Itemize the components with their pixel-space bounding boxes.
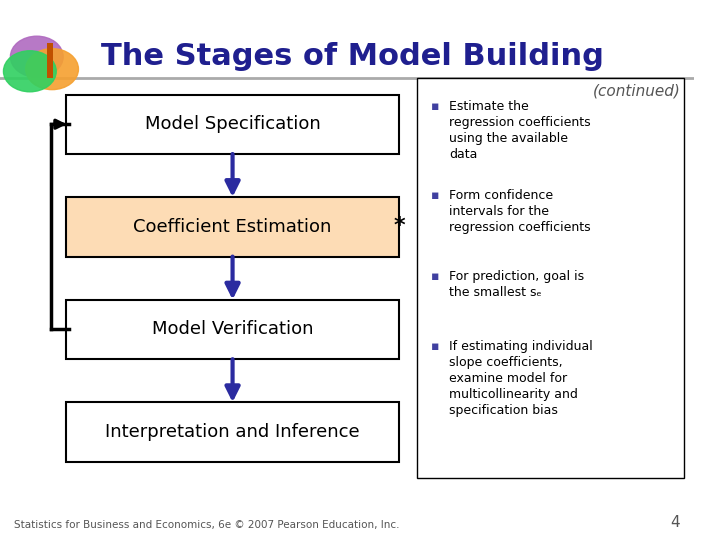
Text: Estimate the
regression coefficients
using the available
data: Estimate the regression coefficients usi…	[449, 100, 591, 161]
Text: *: *	[393, 215, 405, 236]
Text: Interpretation and Inference: Interpretation and Inference	[105, 423, 360, 441]
Text: Form confidence
intervals for the
regression coefficients: Form confidence intervals for the regres…	[449, 189, 591, 234]
Text: ▪: ▪	[431, 340, 439, 353]
Text: ▪: ▪	[431, 189, 439, 202]
Text: 4: 4	[671, 515, 680, 530]
FancyBboxPatch shape	[48, 43, 53, 78]
Circle shape	[4, 51, 56, 92]
Text: Coefficient Estimation: Coefficient Estimation	[133, 218, 332, 236]
Circle shape	[10, 36, 63, 77]
Text: ▪: ▪	[431, 270, 439, 283]
FancyBboxPatch shape	[66, 402, 399, 462]
Text: Model Specification: Model Specification	[145, 115, 320, 133]
FancyBboxPatch shape	[417, 78, 684, 478]
Circle shape	[26, 49, 78, 90]
Text: (continued): (continued)	[593, 84, 680, 99]
FancyBboxPatch shape	[66, 94, 399, 154]
Text: Statistics for Business and Economics, 6e © 2007 Pearson Education, Inc.: Statistics for Business and Economics, 6…	[14, 520, 400, 530]
Text: The Stages of Model Building: The Stages of Model Building	[101, 42, 603, 71]
Text: If estimating individual
slope coefficients,
examine model for
multicollinearity: If estimating individual slope coefficie…	[449, 340, 593, 417]
Text: For prediction, goal is
the smallest sₑ: For prediction, goal is the smallest sₑ	[449, 270, 585, 299]
FancyBboxPatch shape	[66, 300, 399, 359]
FancyBboxPatch shape	[66, 197, 399, 256]
Text: ▪: ▪	[431, 100, 439, 113]
Text: Model Verification: Model Verification	[152, 320, 313, 339]
